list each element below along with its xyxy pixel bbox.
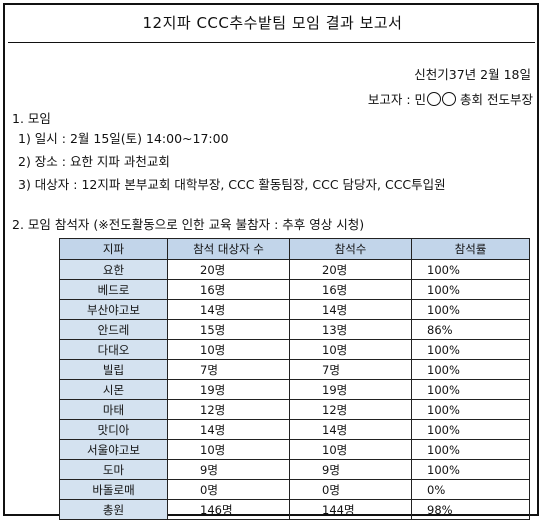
attendance-rate-cell: 98% — [411, 499, 530, 520]
attendance-rate-cell: 100% — [411, 459, 530, 480]
attendance-count-cell: 12명 — [289, 399, 412, 420]
target-count-cell: 20명 — [167, 259, 290, 280]
target-count-cell: 7명 — [167, 359, 290, 380]
header-attendance-count: 참석수 — [289, 238, 412, 260]
attendance-rate-cell: 100% — [411, 359, 530, 380]
attendance-rate-cell: 100% — [411, 299, 530, 320]
table-row: 베드로 16명 16명 100% — [59, 279, 530, 300]
table-row: 시몬 19명 19명 100% — [59, 379, 530, 400]
table-row: 서울야고보 10명 10명 100% — [59, 439, 530, 460]
table-row: 안드레 15명 13명 86% — [59, 319, 530, 340]
attendance-count-cell: 9명 — [289, 459, 412, 480]
section1-heading: 1. 모임 — [12, 111, 51, 126]
tribe-cell: 부산야고보 — [59, 299, 168, 320]
table-row: 마태 12명 12명 100% — [59, 399, 530, 420]
attendance-count-cell: 19명 — [289, 379, 412, 400]
attendance-count-cell: 10명 — [289, 439, 412, 460]
attendance-rate-cell: 100% — [411, 419, 530, 440]
header-target-count: 참석 대상자 수 — [167, 238, 290, 260]
header-tribe: 지파 — [59, 238, 168, 260]
tribe-cell: 다대오 — [59, 339, 168, 360]
attendance-rate-cell: 100% — [411, 279, 530, 300]
attendance-rate-cell: 86% — [411, 319, 530, 340]
target-count-cell: 9명 — [167, 459, 290, 480]
meeting-datetime: 1) 일시 : 2월 15일(토) 14:00~17:00 — [18, 131, 229, 146]
attendance-rate-cell: 100% — [411, 439, 530, 460]
tribe-cell: 도마 — [59, 459, 168, 480]
table-row: 총원 146명 144명 98% — [59, 499, 530, 520]
tribe-cell: 요한 — [59, 259, 168, 280]
reporter-suffix: 총회 전도부장 — [460, 92, 533, 107]
table-row: 요한 20명 20명 100% — [59, 259, 530, 280]
attendance-count-cell: 14명 — [289, 419, 412, 440]
tribe-cell: 마태 — [59, 399, 168, 420]
attendance-count-cell: 144명 — [289, 499, 412, 520]
table-row: 부산야고보 14명 14명 100% — [59, 299, 530, 320]
table-row: 도마 9명 9명 100% — [59, 459, 530, 480]
reporter-prefix: 보고자 : 민 — [367, 92, 427, 107]
meeting-location: 2) 장소 : 요한 지파 과천교회 — [18, 154, 170, 169]
title-underline — [8, 42, 535, 43]
masked-circle-icon — [426, 92, 441, 106]
tribe-cell: 바돌로매 — [59, 479, 168, 500]
table-row: 맛디아 14명 14명 100% — [59, 419, 530, 440]
attendance-count-cell: 20명 — [289, 259, 412, 280]
tribe-cell: 빌립 — [59, 359, 168, 380]
tribe-cell: 서울야고보 — [59, 439, 168, 460]
target-count-cell: 14명 — [167, 419, 290, 440]
meeting-attendees: 3) 대상자 : 12지파 본부교회 대학부장, CCC 활동팀장, CCC 담… — [18, 177, 446, 192]
table-header-row: 지파 참석 대상자 수 참석수 참석률 — [59, 238, 530, 260]
target-count-cell: 10명 — [167, 339, 290, 360]
attendance-rate-cell: 100% — [411, 259, 530, 280]
table-row: 빌립 7명 7명 100% — [59, 359, 530, 380]
tribe-cell: 맛디아 — [59, 419, 168, 440]
tribe-cell: 시몬 — [59, 379, 168, 400]
target-count-cell: 14명 — [167, 299, 290, 320]
tribe-cell: 베드로 — [59, 279, 168, 300]
attendance-count-cell: 10명 — [289, 339, 412, 360]
attendance-count-cell: 14명 — [289, 299, 412, 320]
table-row: 바돌로매 0명 0명 0% — [59, 479, 530, 500]
attendance-table: 지파 참석 대상자 수 참석수 참석률 요한 20명 20명 100% 베드로 16명 16… — [59, 238, 530, 520]
attendance-count-cell: 16명 — [289, 279, 412, 300]
attendance-rate-cell: 100% — [411, 379, 530, 400]
masked-circle-icon — [441, 92, 456, 106]
target-count-cell: 10명 — [167, 439, 290, 460]
target-count-cell: 0명 — [167, 479, 290, 500]
report-date: 신천기37년 2월 18일 — [414, 67, 531, 82]
document-title: 12지파 CCC추수밭팀 모임 결과 보고서 — [142, 14, 403, 32]
attendance-rate-cell: 0% — [411, 479, 530, 500]
attendance-count-cell: 13명 — [289, 319, 412, 340]
section2-heading: 2. 모임 참석자 (※전도활동으로 인한 교육 불참자 : 추후 영상 시청) — [12, 217, 365, 232]
tribe-cell: 안드레 — [59, 319, 168, 340]
tribe-cell: 총원 — [59, 499, 168, 520]
attendance-rate-cell: 100% — [411, 399, 530, 420]
target-count-cell: 19명 — [167, 379, 290, 400]
header-attendance-rate: 참석률 — [411, 238, 530, 260]
reporter-line: 보고자 : 민 총회 전도부장 — [368, 89, 533, 108]
attendance-rate-cell: 100% — [411, 339, 530, 360]
target-count-cell: 16명 — [167, 279, 290, 300]
target-count-cell: 146명 — [167, 499, 290, 520]
target-count-cell: 15명 — [167, 319, 290, 340]
table-row: 다대오 10명 10명 100% — [59, 339, 530, 360]
target-count-cell: 12명 — [167, 399, 290, 420]
attendance-count-cell: 7명 — [289, 359, 412, 380]
attendance-count-cell: 0명 — [289, 479, 412, 500]
